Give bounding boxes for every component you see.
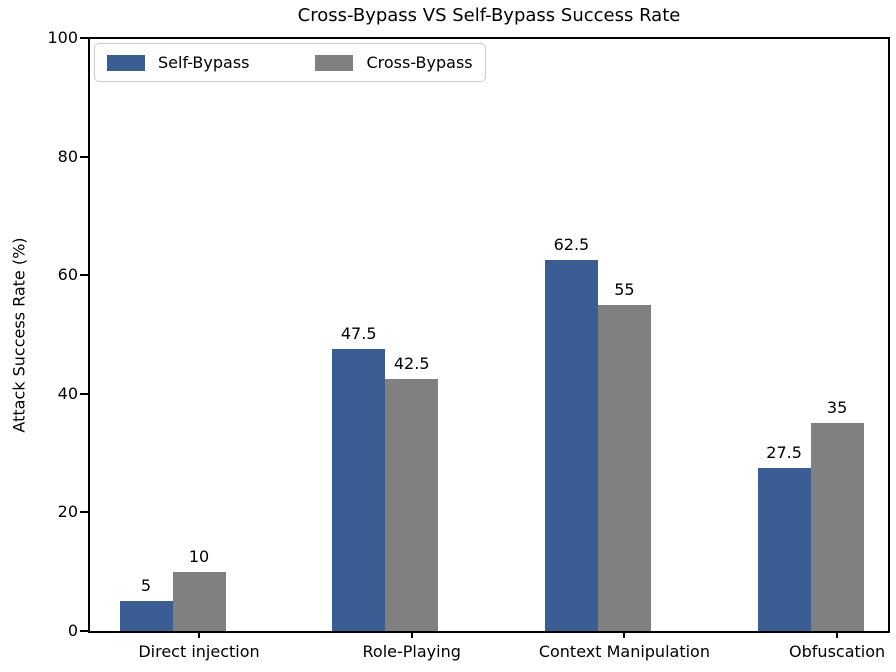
bar-cross-bypass-direct-injection — [172, 571, 226, 631]
bar-value-self-bypass-obfuscation: 27.5 — [766, 442, 802, 462]
x-tick-mark — [623, 631, 626, 638]
plot-area: Self-Bypass Cross-Bypass — [88, 37, 890, 633]
legend-label-self-bypass: Self-Bypass — [158, 53, 250, 72]
x-tick-label-context-manipulation: Context Manipulation — [538, 642, 710, 661]
bar-self-bypass-direct-injection — [119, 601, 173, 631]
bar-cross-bypass-obfuscation — [810, 423, 864, 631]
legend-label-cross-bypass: Cross-Bypass — [366, 53, 473, 72]
legend: Self-Bypass Cross-Bypass — [94, 43, 486, 82]
bar-value-cross-bypass-role-playing: 42.5 — [393, 353, 430, 373]
bar-value-self-bypass-context-manipulation: 62.5 — [553, 235, 590, 255]
bar-value-cross-bypass-context-manipulation: 55 — [614, 279, 635, 299]
bar-value-cross-bypass-direct-injection: 10 — [188, 546, 210, 566]
x-tick-mark — [836, 631, 839, 638]
x-tick-mark — [198, 631, 200, 638]
bar-cross-bypass-role-playing — [385, 378, 439, 631]
legend-swatch-cross-bypass — [315, 54, 354, 71]
x-tick-label-direct-injection: Direct injection — [138, 642, 260, 661]
y-tick-mark — [80, 392, 88, 395]
y-tick-label: 60 — [57, 265, 78, 285]
bar-value-cross-bypass-obfuscation: 35 — [826, 398, 848, 418]
y-tick-mark — [80, 155, 88, 158]
y-tick-mark — [80, 274, 88, 277]
bar-self-bypass-role-playing — [332, 349, 386, 631]
y-tick-mark — [80, 37, 88, 39]
chart-title: Cross-Bypass VS Self-Bypass Success Rate — [297, 5, 681, 26]
x-tick-label-role-playing: Role-Playing — [362, 642, 461, 661]
y-tick-mark — [80, 511, 88, 514]
bar-cross-bypass-context-manipulation — [597, 304, 651, 631]
bar-value-self-bypass-role-playing: 47.5 — [340, 324, 377, 344]
bar-self-bypass-obfuscation — [757, 467, 811, 631]
x-tick-mark — [410, 631, 413, 638]
legend-swatch-self-bypass — [107, 54, 145, 71]
y-tick-label: 80 — [57, 146, 78, 166]
legend-item-self-bypass: Self-Bypass — [107, 53, 249, 72]
bar-self-bypass-context-manipulation — [544, 260, 598, 631]
bar-value-self-bypass-direct-injection: 5 — [140, 576, 152, 596]
y-tick-mark — [80, 630, 88, 632]
legend-item-cross-bypass: Cross-Bypass — [315, 53, 473, 72]
y-tick-label: 0 — [67, 621, 78, 640]
x-tick-label-obfuscation: Obfuscation — [789, 642, 886, 661]
y-tick-label: 40 — [57, 383, 78, 403]
y-tick-label: 20 — [57, 502, 78, 522]
y-tick-label: 100 — [47, 28, 78, 47]
